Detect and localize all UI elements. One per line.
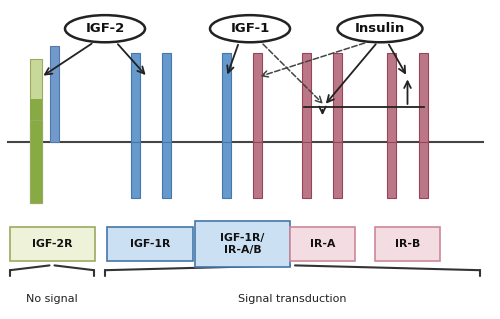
Bar — [418, 142, 428, 198]
Ellipse shape — [65, 15, 145, 42]
Text: IGF-1: IGF-1 — [230, 22, 270, 35]
Text: Signal transduction: Signal transduction — [238, 294, 347, 304]
Bar — [253, 53, 262, 142]
Bar — [130, 142, 140, 198]
Bar — [222, 142, 230, 198]
Text: IR-B: IR-B — [395, 239, 420, 249]
Text: No signal: No signal — [26, 294, 78, 304]
Bar — [290, 227, 355, 261]
Bar — [10, 227, 95, 261]
Bar — [333, 53, 342, 142]
Bar — [302, 142, 310, 198]
Bar — [30, 59, 42, 142]
Text: IGF-1R/
IR-A/B: IGF-1R/ IR-A/B — [220, 233, 264, 255]
Bar — [162, 142, 170, 198]
Bar — [162, 53, 170, 142]
Ellipse shape — [338, 15, 422, 42]
Bar — [30, 120, 42, 203]
Bar — [130, 53, 140, 142]
Text: IGF-1R: IGF-1R — [130, 239, 170, 249]
Bar — [302, 53, 310, 142]
Text: IGF-2R: IGF-2R — [32, 239, 73, 249]
Bar — [222, 53, 230, 142]
Bar — [418, 53, 428, 142]
Ellipse shape — [210, 15, 290, 42]
Bar — [387, 142, 396, 198]
Bar — [108, 227, 192, 261]
Bar — [30, 142, 42, 203]
Bar — [195, 221, 290, 267]
Bar — [387, 53, 396, 142]
Bar — [333, 142, 342, 198]
Bar — [50, 46, 58, 142]
Text: IR-A: IR-A — [310, 239, 335, 249]
Bar — [30, 99, 42, 203]
Bar — [375, 227, 440, 261]
Bar — [253, 142, 262, 198]
Text: Insulin: Insulin — [355, 22, 405, 35]
Text: IGF-2: IGF-2 — [86, 22, 124, 35]
